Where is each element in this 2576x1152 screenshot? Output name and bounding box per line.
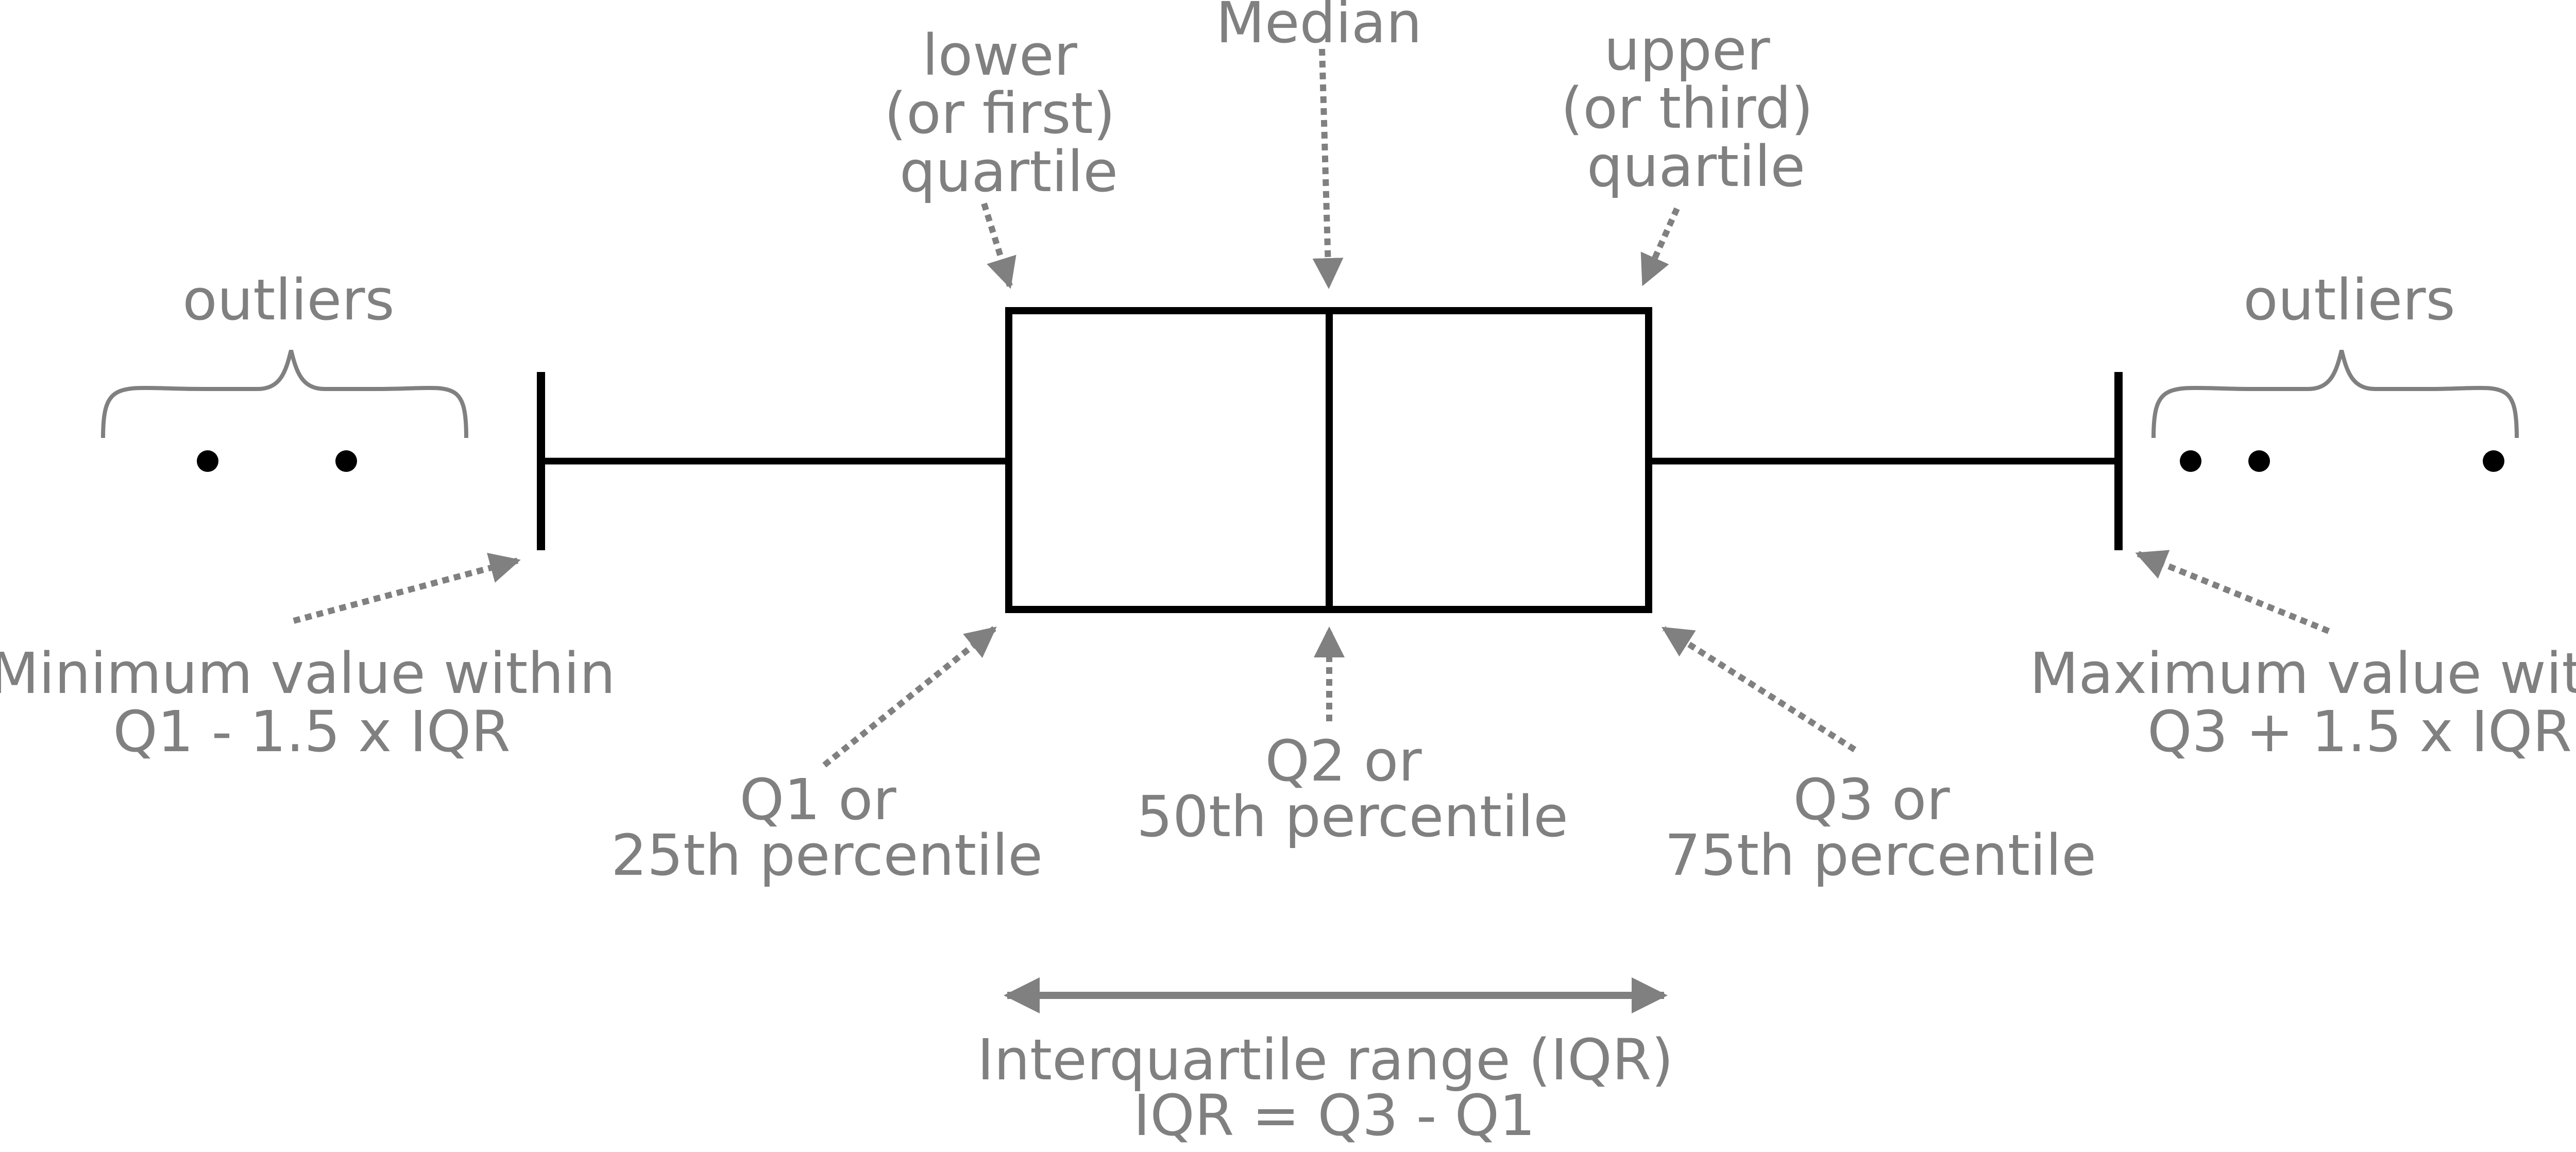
lower-quartile-arrow — [981, 202, 1016, 289]
q2-label: Q2 or 50th percentile — [1137, 728, 1568, 850]
left-outliers-brace — [101, 350, 468, 438]
median-arrow — [1312, 48, 1344, 289]
q3-label: Q3 or 75th percentile — [1665, 767, 2096, 888]
outlier-point — [2248, 450, 2270, 472]
outliers-right-label: outliers — [2243, 267, 2455, 333]
upper-quartile-label: upper (or third) quartile — [1561, 17, 1832, 199]
q3-arrow — [1661, 625, 1857, 753]
minimum-arrow — [293, 553, 521, 624]
q1-label: Q1 or 25th percentile — [611, 767, 1043, 888]
lower-quartile-label: lower (or first) quartile — [884, 22, 1133, 205]
median-label: Median — [1216, 0, 1422, 56]
outlier-point — [2483, 450, 2504, 472]
maximum-arrow — [2135, 550, 2330, 634]
right-outliers-brace — [2151, 350, 2519, 438]
iqr-label: Interquartile range (IQR) IQR = Q3 - Q1 — [977, 1027, 1691, 1148]
outlier-point — [2180, 450, 2201, 472]
maximum-label: Maximum value within Q3 + 1.5 x IQR — [2029, 640, 2576, 765]
q1-arrow — [822, 626, 997, 768]
minimum-label: Minimum value within Q1 - 1.5 x IQR — [0, 640, 633, 765]
outliers-left-label: outliers — [182, 267, 394, 333]
outlier-point — [335, 450, 357, 472]
upper-quartile-arrow — [1640, 207, 1680, 286]
outlier-point — [197, 450, 218, 472]
